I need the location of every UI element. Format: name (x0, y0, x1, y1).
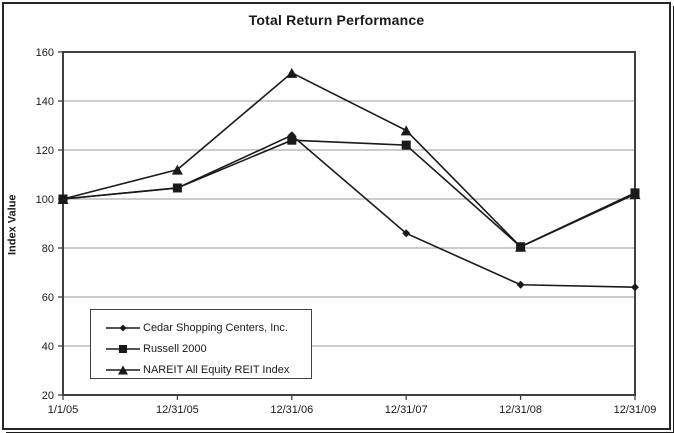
triangle-marker-icon (106, 365, 140, 374)
chart-plot: 20 40 60 80 100 120 140 160 1/1/05 12/31/05 12/31/… (36, 47, 657, 416)
y-tick-label: 160 (36, 47, 54, 59)
diamond-marker-icon (106, 324, 140, 331)
y-tick-label: 100 (36, 194, 54, 206)
legend-item: Russell 2000 (106, 338, 311, 359)
x-tick-label: 1/1/05 (48, 404, 79, 416)
y-tick-label: 20 (42, 390, 54, 402)
y-tick-label: 80 (42, 243, 54, 255)
series-line (62, 134, 636, 288)
x-tick-label: 12/31/08 (499, 404, 542, 416)
y-tick-label: 60 (42, 292, 54, 304)
x-tick-label: 12/31/09 (614, 404, 657, 416)
y-tick-label: 40 (42, 341, 54, 353)
y-tick-label: 120 (36, 145, 54, 157)
legend-item: Cedar Shopping Centers, Inc. (106, 317, 311, 338)
legend: Cedar Shopping Centers, Inc. Russell 200… (90, 309, 312, 379)
series-line (62, 71, 636, 248)
legend-label: Cedar Shopping Centers, Inc. (143, 321, 288, 334)
series-line (62, 139, 636, 248)
x-tick-label: 12/31/07 (385, 404, 428, 416)
y-tick-label: 140 (36, 96, 54, 108)
chart-title: Total Return Performance (248, 12, 425, 28)
square-marker-icon (106, 344, 140, 353)
legend-item: NAREIT All Equity REIT Index (106, 359, 311, 380)
legend-label: NAREIT All Equity REIT Index (143, 363, 290, 376)
x-tick-label: 12/31/06 (270, 404, 313, 416)
legend-label: Russell 2000 (143, 342, 207, 355)
x-tick-label: 12/31/05 (156, 404, 199, 416)
